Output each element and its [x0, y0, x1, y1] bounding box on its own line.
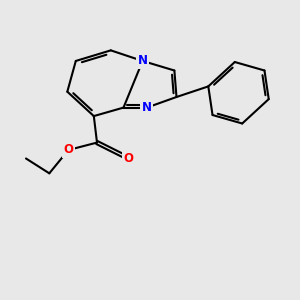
- Text: O: O: [124, 152, 134, 165]
- Text: N: N: [138, 55, 148, 68]
- Text: O: O: [63, 143, 74, 157]
- Text: N: N: [142, 101, 152, 114]
